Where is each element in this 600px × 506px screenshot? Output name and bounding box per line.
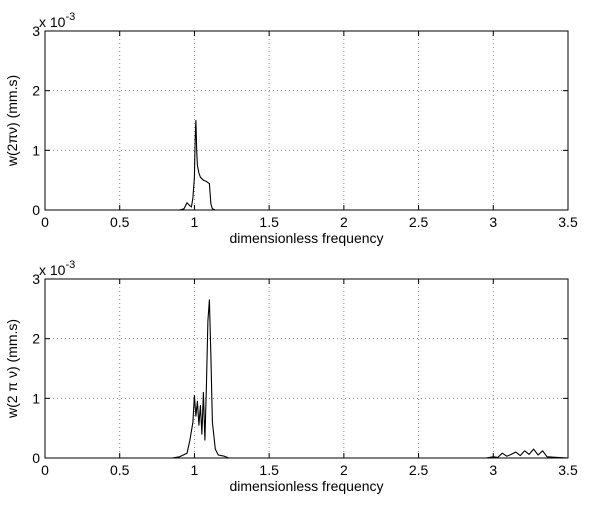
x-tick-label: 0.5 — [110, 214, 130, 230]
y-tick-label: 1 — [32, 390, 40, 406]
spectrum-series-line — [45, 119, 568, 211]
x-tick-label: 0.5 — [110, 462, 130, 478]
exponent-base: x 10 — [39, 14, 66, 30]
x-tick-label: 0 — [41, 462, 49, 478]
exponent-power: -3 — [65, 259, 75, 271]
y-tick-label: 0 — [32, 202, 40, 218]
plot-frame — [44, 30, 569, 211]
exponent-base: x 10 — [39, 262, 66, 278]
y-tick-label: 3 — [32, 271, 40, 287]
x-tick-label: 0 — [41, 214, 49, 230]
y-axis-label: w(2 π ν) (mm.s) — [4, 319, 20, 419]
x-tick-label: 2 — [340, 462, 348, 478]
x-tick-label: 1.5 — [259, 462, 279, 478]
x-tick-label: 3.5 — [558, 214, 578, 230]
y-tick-label: 2 — [32, 83, 40, 99]
x-axis-label: dimensionless frequency — [229, 478, 383, 494]
exponent-label: x 10-3 — [39, 11, 75, 30]
spectrum-series-line — [45, 299, 569, 459]
x-tick-label: 2.5 — [409, 214, 429, 230]
x-tick-label: 2 — [340, 214, 348, 230]
exponent-power: -3 — [65, 11, 75, 23]
x-tick-label: 2.5 — [409, 462, 429, 478]
x-tick-label: 3 — [489, 214, 497, 230]
y-tick-label: 2 — [32, 331, 40, 347]
x-axis-label: dimensionless frequency — [229, 230, 383, 246]
x-tick-label: 1 — [191, 214, 199, 230]
x-tick-label: 3.5 — [558, 462, 578, 478]
x-tick-label: 1 — [191, 462, 199, 478]
y-tick-label: 1 — [32, 142, 40, 158]
plot-frame — [44, 278, 569, 459]
x-tick-label: 3 — [489, 462, 497, 478]
exponent-label: x 10-3 — [39, 259, 75, 278]
x-tick-label: 1.5 — [259, 214, 279, 230]
y-tick-label: 3 — [32, 23, 40, 39]
y-axis-label: w(2πν) (mm.s) — [4, 75, 20, 167]
y-tick-label: 0 — [32, 450, 40, 466]
